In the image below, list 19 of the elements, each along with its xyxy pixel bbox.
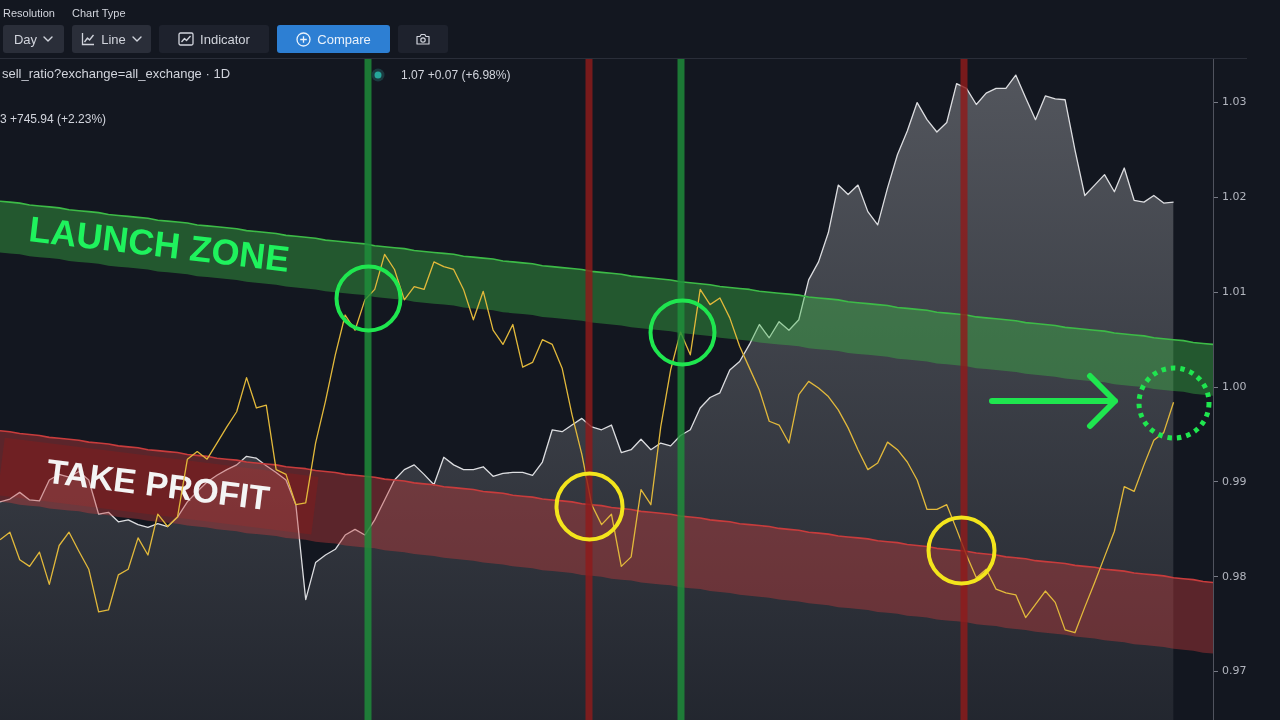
text: TAKE PROFIT xyxy=(44,451,272,518)
text: LAUNCH ZONE xyxy=(26,208,292,280)
y-tick-label: 1.00 xyxy=(1222,379,1247,393)
button[interactable]: Compare xyxy=(277,25,390,53)
annotation: 1.07 +0.07 (+6.98%) xyxy=(401,67,511,83)
camera-button[interactable] xyxy=(398,25,448,53)
dropdown-button[interactable]: Line xyxy=(72,25,151,53)
button[interactable]: Indicator xyxy=(159,25,269,53)
text: Chart Type xyxy=(72,7,126,20)
annotation: sell_ratio?exchange=all_exchange · 1D xyxy=(2,66,231,82)
y-tick-label: 1.01 xyxy=(1222,285,1247,299)
annotation: 3 +745.94 (+2.23%) xyxy=(0,111,107,127)
y-tick-label: 0.97 xyxy=(1222,664,1247,678)
y-tick-label: 1.03 xyxy=(1222,95,1247,109)
dropdown-button[interactable]: Day xyxy=(3,25,64,53)
y-tick-label: 0.98 xyxy=(1222,569,1247,583)
y-tick-label: 1.02 xyxy=(1222,190,1247,204)
text: Resolution xyxy=(3,7,55,20)
y-tick-label: 0.99 xyxy=(1222,474,1247,488)
